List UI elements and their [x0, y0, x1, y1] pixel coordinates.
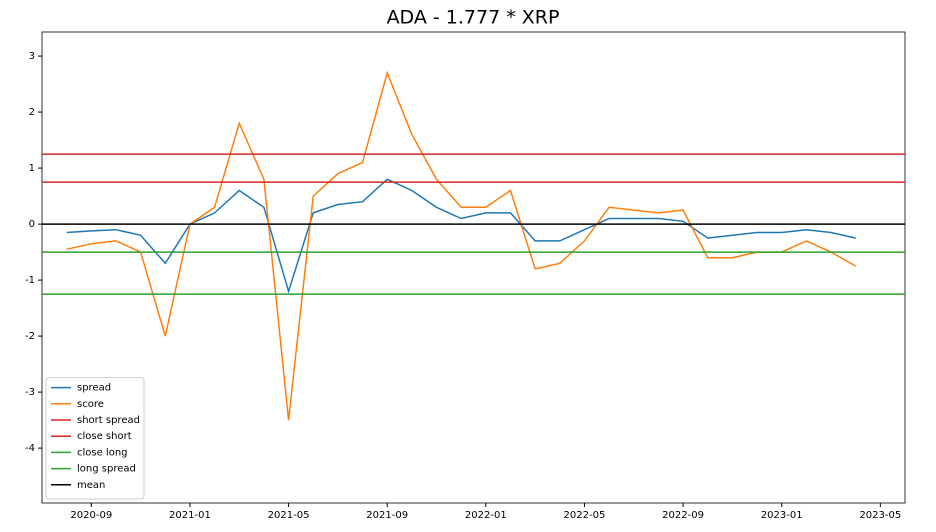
legend-label: score — [77, 399, 104, 410]
y-tick-label: -2 — [25, 331, 35, 342]
y-tick-label: 0 — [29, 219, 35, 230]
x-tick-label: 2022-01 — [465, 510, 507, 521]
y-tick-label: -3 — [25, 387, 35, 398]
x-tick-label: 2022-09 — [662, 510, 704, 521]
y-tick-label: -1 — [25, 275, 35, 286]
legend-label: long spread — [77, 464, 136, 475]
legend-label: spread — [77, 383, 111, 394]
series-line — [66, 178, 856, 294]
legend-label: short spread — [77, 415, 140, 426]
chart-title: ADA - 1.777 * XRP — [387, 7, 560, 29]
series-line — [66, 70, 857, 421]
x-tick-label: 2023-05 — [859, 510, 901, 521]
legend-label: mean — [77, 480, 105, 491]
y-tick-label: -4 — [25, 443, 35, 454]
x-tick-label: 2021-01 — [169, 510, 211, 521]
y-tick-label: 2 — [29, 107, 35, 118]
legend-label: close short — [77, 431, 132, 442]
x-tick-label: 2021-09 — [366, 510, 408, 521]
x-tick-label: 2023-01 — [761, 510, 803, 521]
legend-label: close long — [77, 447, 128, 458]
y-tick-label: 1 — [29, 163, 35, 174]
x-tick-label: 2020-09 — [70, 510, 112, 521]
y-tick-label: 3 — [29, 51, 35, 62]
x-tick-label: 2022-05 — [564, 510, 606, 521]
plot-frame — [41, 31, 906, 504]
x-tick-label: 2021-05 — [268, 510, 310, 521]
